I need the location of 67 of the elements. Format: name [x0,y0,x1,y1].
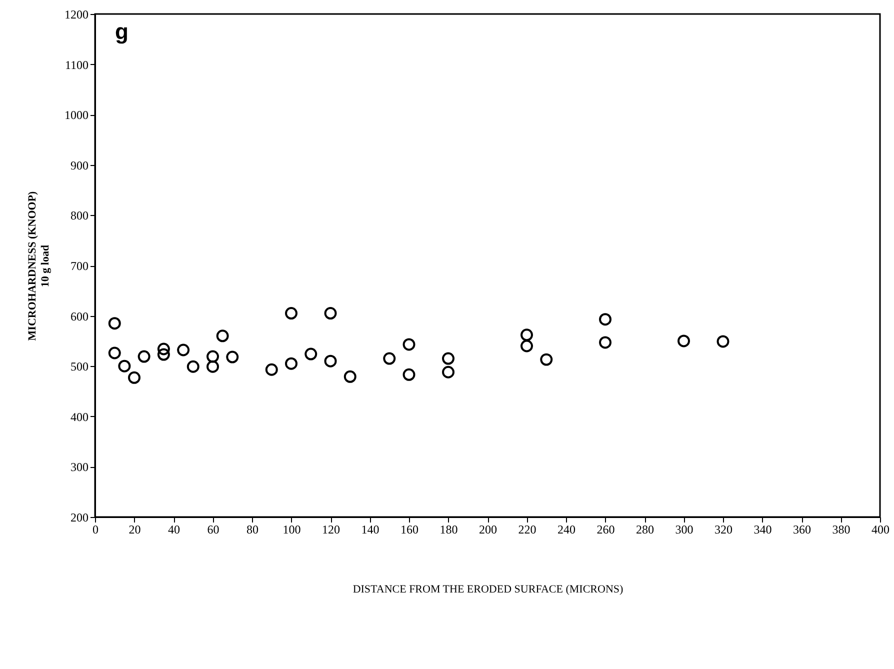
point [108,317,121,330]
point [520,340,533,352]
y-tick-label: 1100 [64,58,88,72]
point [265,363,278,376]
point [157,342,170,356]
point [442,352,454,365]
y-tick-label: 800 [70,208,88,223]
point [716,335,730,348]
point [540,353,553,366]
point [678,334,690,348]
y-tick-label: 400 [70,410,88,424]
y-axis-title: MICROHARDNESS (KNOOP) 10 g load [26,190,52,341]
x-tick-label: 240 [558,522,576,536]
x-tick-label: 160 [400,522,418,536]
point [383,352,396,365]
x-tick-label: 0 [92,522,98,536]
point [599,313,612,326]
y-tick-label: 1000 [64,108,88,122]
point [442,366,454,378]
x-tick-label: 380 [832,522,850,536]
x-tick-label: 400 [872,522,890,536]
x-tick-label: 40 [168,522,180,536]
point [324,307,337,320]
y-tick-label: 1200 [64,8,88,22]
point [216,330,229,342]
x-tick-label: 260 [596,522,615,536]
x-tick-label: 200 [479,522,497,536]
point [226,350,239,364]
x-tick-label: 20 [128,522,141,536]
x-tick-label: 360 [793,522,811,536]
point [186,360,200,373]
x-tick-label: 340 [754,522,772,536]
y-tick-label: 500 [70,360,88,374]
x-tick-label: 140 [361,522,380,536]
x-tick-label: 120 [322,522,340,536]
x-tick-label: 280 [636,522,654,536]
x-axis-title: DISTANCE FROM THE ERODED SURFACE (MICRONS) [352,584,624,596]
x-tick-label: 100 [282,522,301,536]
x-tick-label: 80 [246,522,258,536]
point [177,344,190,356]
point [520,328,533,342]
point [138,350,150,363]
x-tick-label: 60 [207,522,220,536]
y-tick-label: 200 [70,510,88,524]
point [402,338,416,351]
point [128,371,140,384]
point [108,346,121,360]
x-tick-label: 300 [675,522,694,536]
x-tick-label: 220 [518,522,536,536]
point [599,336,612,349]
point [206,360,219,373]
point [344,370,356,383]
point [157,348,170,361]
point [285,357,298,370]
point [324,354,337,368]
annotation: g [115,19,128,44]
y-tick-label: 700 [70,259,88,273]
x-tick-label: 180 [440,522,458,536]
y-tick-label: 900 [70,158,88,172]
x-tick-label: 320 [714,522,732,536]
point [118,360,131,372]
y-tick-label: 300 [70,460,88,474]
y-tick-label: 600 [70,309,88,324]
point [402,368,416,381]
point [285,307,298,320]
point [304,348,318,360]
point [206,350,219,363]
